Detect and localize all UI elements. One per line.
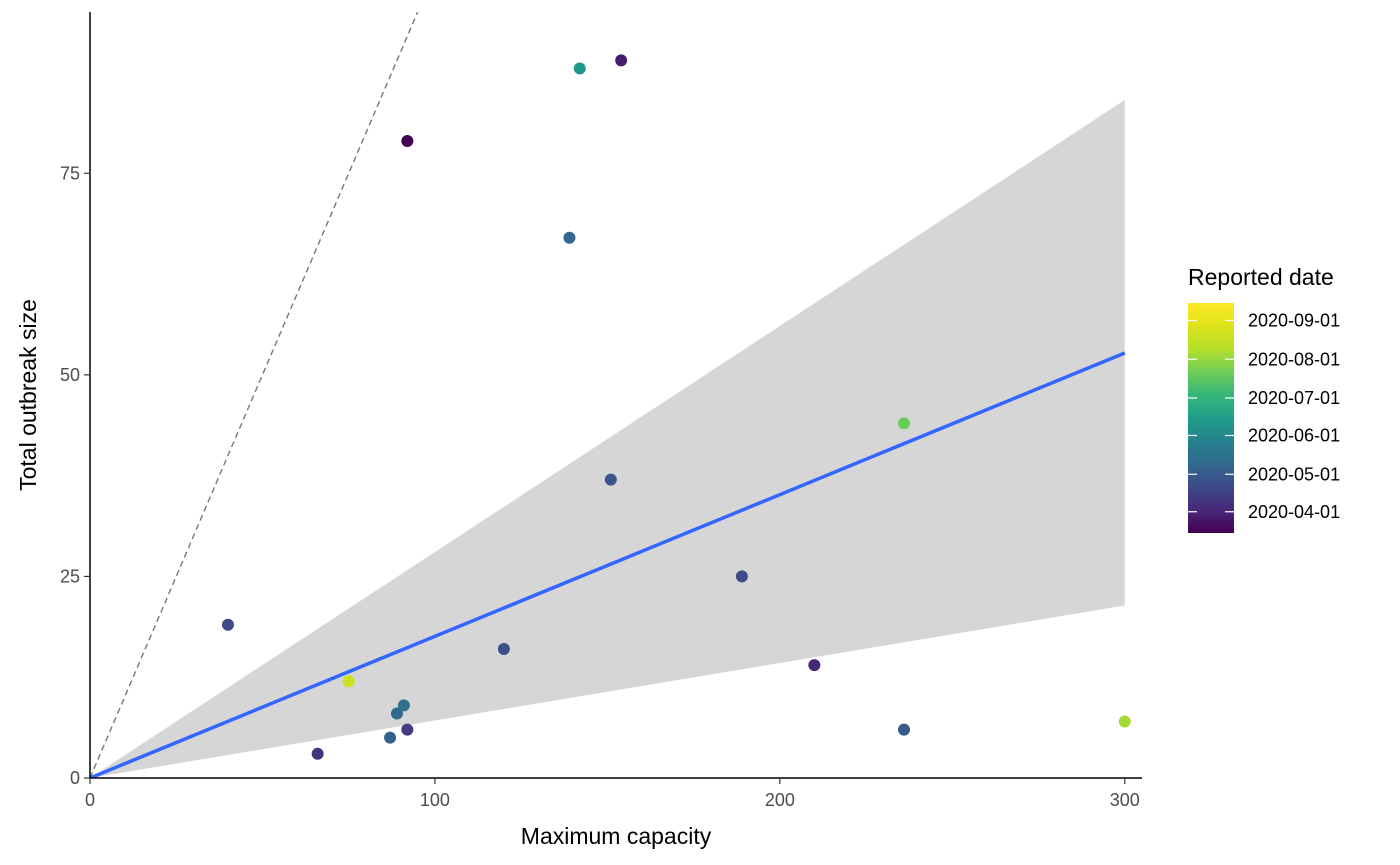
- y-tick-label: 25: [60, 566, 80, 586]
- data-point: [1118, 715, 1131, 728]
- data-point: [615, 54, 628, 67]
- y-tick-label: 0: [70, 768, 80, 788]
- data-point: [898, 417, 911, 430]
- fit-line: [90, 351, 1126, 778]
- colorbar-label: 2020-08-01: [1248, 349, 1340, 369]
- colorbar-label: 2020-05-01: [1248, 464, 1340, 484]
- data-point: [735, 570, 748, 583]
- data-point: [898, 723, 911, 736]
- data-point: [563, 231, 576, 244]
- y-axis-title: Total outbreak size: [15, 299, 41, 491]
- x-axis-title: Maximum capacity: [521, 823, 712, 849]
- axes: 0 100 200 300 0 25 50 75 Maximum capacity Total o…: [15, 12, 1142, 849]
- data-point: [221, 618, 234, 631]
- y-tick-label: 50: [60, 365, 80, 385]
- colorbar-label: 2020-09-01: [1248, 311, 1340, 331]
- x-tick-label: 200: [765, 790, 795, 810]
- data-point: [604, 473, 617, 486]
- colorbar-label: 2020-06-01: [1248, 426, 1340, 446]
- data-point: [401, 135, 414, 148]
- legend-title: Reported date: [1188, 264, 1334, 290]
- x-tick-label: 300: [1110, 790, 1140, 810]
- colorbar: [1188, 303, 1234, 533]
- data-point: [808, 659, 821, 672]
- data-point: [497, 642, 510, 655]
- x-tick-label: 0: [85, 790, 95, 810]
- y-tick-label: 75: [60, 163, 80, 183]
- confidence-ribbon: [90, 99, 1125, 778]
- reference-line: [90, 12, 419, 778]
- data-point: [311, 747, 324, 760]
- data-point: [342, 675, 355, 688]
- x-tick-label: 100: [420, 790, 450, 810]
- colorbar-legend: Reported date 2020-09-01 2020-08-01 2020-07…: [1188, 264, 1340, 533]
- plot-area: [90, 12, 1131, 778]
- colorbar-label: 2020-07-01: [1248, 388, 1340, 408]
- data-point: [573, 62, 586, 75]
- data-point: [384, 731, 397, 744]
- data-point: [397, 699, 410, 712]
- data-point: [390, 707, 403, 720]
- data-point: [401, 723, 414, 736]
- colorbar-label: 2020-04-01: [1248, 502, 1340, 522]
